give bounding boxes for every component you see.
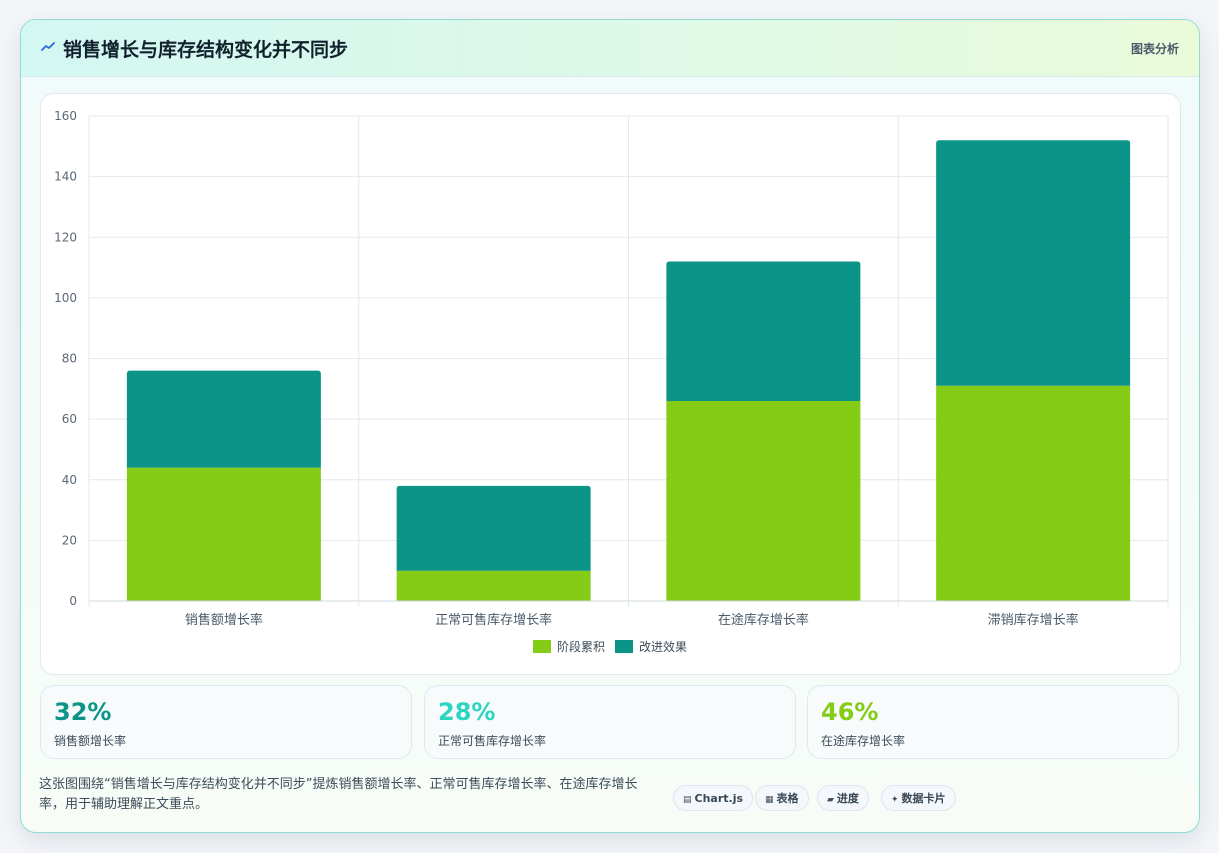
y-tick-label: 80 <box>62 352 77 366</box>
progress-icon: ▰ <box>827 795 834 805</box>
tag-table[interactable]: ▦ 表格 <box>755 785 809 811</box>
bar-segment-stage-cumulative <box>396 570 591 601</box>
bar-segment-stage-cumulative <box>126 467 321 601</box>
tag-label: 表格 <box>776 792 799 805</box>
y-tick-label: 100 <box>54 291 77 305</box>
legend-item: 改进效果 <box>615 639 687 654</box>
stat-label: 在途库存增长率 <box>821 734 906 748</box>
table-icon: ▦ <box>765 795 774 805</box>
legend-item: 阶段累积 <box>533 639 605 654</box>
stat-value: 32% <box>54 698 112 726</box>
page-title: 销售增长与库存结构变化并不同步 <box>63 39 349 61</box>
card-icon: ✦ <box>891 795 899 805</box>
stat-card-sellable-inventory: 28% 正常可售库存增长率 <box>424 685 796 759</box>
x-tick-label: 销售额增长率 <box>185 612 263 628</box>
chart-analysis-link[interactable]: 图表分析 <box>1130 42 1179 56</box>
legend-label: 改进效果 <box>639 639 687 654</box>
bar-segment-improvement-effect <box>126 370 321 468</box>
bar-segment-improvement-effect <box>666 261 861 401</box>
y-tick-label: 0 <box>69 594 77 608</box>
y-tick-label: 120 <box>54 230 77 244</box>
y-tick-label: 60 <box>62 412 77 426</box>
tag-chartjs[interactable]: ▤ Chart.js <box>673 785 754 811</box>
bar-segment-stage-cumulative <box>666 400 861 601</box>
chart-page: 销售增长与库存结构变化并不同步 图表分析 0 20 40 60 80 100 120 140 1… <box>20 19 1200 833</box>
trend-icon <box>41 42 55 51</box>
bar-segment-improvement-effect <box>396 485 591 571</box>
y-tick-label: 160 <box>54 109 77 123</box>
y-tick-label: 20 <box>62 533 77 547</box>
legend-label: 阶段累积 <box>557 639 605 654</box>
tag-label: 进度 <box>836 792 859 805</box>
chart-icon: ▤ <box>683 795 692 805</box>
stat-label: 销售额增长率 <box>54 734 127 748</box>
y-tick-label: 140 <box>54 170 77 184</box>
tag-progress[interactable]: ▰ 进度 <box>817 785 869 811</box>
stat-card-in-transit-inventory: 46% 在途库存增长率 <box>807 685 1179 759</box>
x-tick-label: 在途库存增长率 <box>718 612 809 628</box>
x-tick-label: 正常可售库存增长率 <box>435 612 552 628</box>
stat-card-sales-growth: 32% 销售额增长率 <box>40 685 412 759</box>
stat-value: 46% <box>821 698 879 726</box>
tag-label: 数据卡片 <box>901 792 946 805</box>
bar-segment-improvement-effect <box>936 140 1131 386</box>
bar-segment-stage-cumulative <box>936 385 1131 601</box>
stat-value: 28% <box>438 698 496 726</box>
stat-label: 正常可售库存增长率 <box>438 734 547 748</box>
y-tick-label: 40 <box>62 473 77 487</box>
tag-label: Chart.js <box>694 792 744 805</box>
chart-card: 0 20 40 60 80 100 120 140 160 销售额增长率 正常可售库存增长率 在途库存… <box>40 93 1181 675</box>
x-tick-label: 滞销库存增长率 <box>988 612 1079 628</box>
legend-swatch <box>615 640 633 653</box>
stacked-bar-chart: 0 20 40 60 80 100 120 140 160 销售额增长率 正常可售库存增长率 在途库存… <box>54 109 1169 654</box>
legend-swatch <box>533 640 551 653</box>
chart-description: 这张图围绕“销售增长与库存结构变化并不同步”提炼销售额增长率、正常可售库存增长率… <box>39 777 638 812</box>
page-header: 销售增长与库存结构变化并不同步 图表分析 <box>21 20 1199 77</box>
tag-data-card[interactable]: ✦ 数据卡片 <box>881 785 956 811</box>
